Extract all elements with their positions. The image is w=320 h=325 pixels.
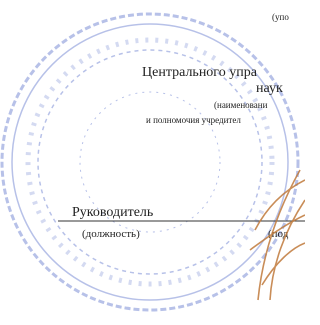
org-line-2: наук — [256, 81, 283, 96]
position-caption: (должность) — [82, 228, 140, 240]
caption-powers: и полномочия учредител — [146, 115, 241, 125]
document-page: (упо Центрального упра наук (наименовани… — [0, 0, 305, 325]
position: Руководитель — [72, 205, 153, 220]
caption-top: (упо — [272, 12, 289, 22]
page-background — [0, 0, 305, 325]
org-line: Центрального упра — [142, 65, 258, 80]
caption-name: (наименовани — [214, 100, 268, 110]
